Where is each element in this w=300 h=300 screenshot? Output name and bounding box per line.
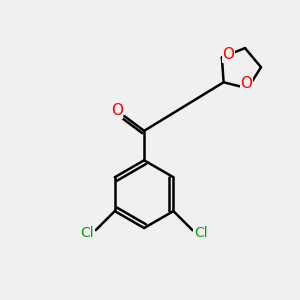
Text: O: O <box>222 47 234 62</box>
Text: O: O <box>111 103 123 118</box>
Text: Cl: Cl <box>81 226 94 240</box>
Text: Cl: Cl <box>194 226 208 240</box>
Text: O: O <box>240 76 252 91</box>
